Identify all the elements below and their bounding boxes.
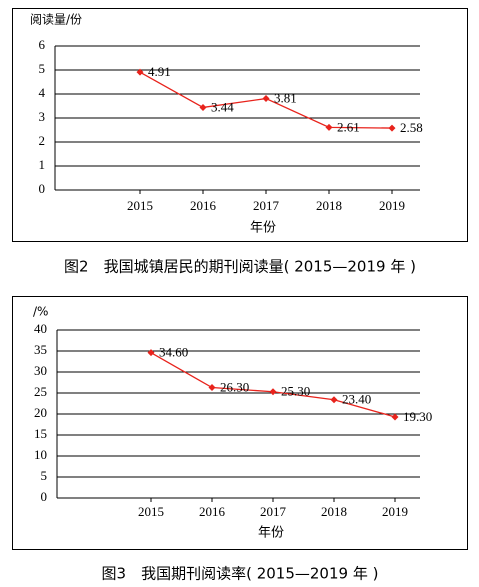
chart-frame <box>12 8 468 242</box>
y-tick-label: 40 <box>34 321 47 336</box>
chart-frame <box>12 296 468 550</box>
marker <box>330 396 338 404</box>
y-axis-label: /% <box>33 305 48 319</box>
marker <box>147 349 155 357</box>
x-tick-label: 2016 <box>199 504 226 519</box>
y-tick-label: 10 <box>34 447 47 462</box>
data-label: 3.81 <box>274 91 297 106</box>
data-label: 34.60 <box>159 345 188 360</box>
y-tick-label: 6 <box>39 37 46 52</box>
y-tick-label: 2 <box>39 133 46 148</box>
x-tick-label: 2015 <box>127 198 153 213</box>
data-label: 25.30 <box>281 384 310 399</box>
caption: 图2 我国城镇居民的期刊阅读量( 2015—2019 年 ) <box>64 258 416 276</box>
x-tick-label: 2018 <box>316 198 342 213</box>
data-label: 2.58 <box>400 120 423 135</box>
caption: 图3 我国期刊阅读率( 2015—2019 年 ) <box>102 565 379 583</box>
y-tick-label: 1 <box>39 157 46 172</box>
x-tick-label: 2016 <box>190 198 217 213</box>
y-tick-label: 4 <box>39 85 46 100</box>
y-tick-label: 15 <box>34 426 47 441</box>
y-tick-label: 0 <box>39 181 46 196</box>
y-tick-label: 0 <box>41 489 48 504</box>
marker <box>388 124 396 132</box>
data-label: 26.30 <box>220 380 249 395</box>
marker <box>325 123 333 131</box>
line <box>150 352 396 418</box>
x-tick-label: 2019 <box>379 198 405 213</box>
marker <box>136 68 144 76</box>
data-label: 19.30 <box>403 409 432 424</box>
y-tick-label: 30 <box>34 363 47 378</box>
x-tick-label: 2017 <box>253 198 280 213</box>
marker <box>262 95 270 103</box>
x-tick-label: 2017 <box>260 504 287 519</box>
marker <box>199 103 207 111</box>
x-tick-label: 2015 <box>138 504 164 519</box>
data-label: 2.61 <box>337 119 360 134</box>
data-label: 4.91 <box>148 64 171 79</box>
x-tick-label: 2018 <box>321 504 347 519</box>
data-label: 23.40 <box>342 392 371 407</box>
marker <box>208 384 216 392</box>
y-tick-label: 5 <box>39 61 46 76</box>
x-axis-label: 年份 <box>250 221 276 236</box>
marker <box>391 413 399 421</box>
marker <box>269 388 277 396</box>
y-tick-label: 5 <box>41 468 48 483</box>
y-tick-label: 20 <box>34 405 47 420</box>
data-label: 3.44 <box>211 99 234 114</box>
x-axis-label: 年份 <box>258 526 284 541</box>
x-tick-label: 2019 <box>382 504 408 519</box>
y-tick-label: 35 <box>34 342 47 357</box>
y-tick-label: 3 <box>39 109 46 124</box>
y-tick-label: 25 <box>34 384 47 399</box>
y-axis-label: 阅读量/份 <box>30 13 82 27</box>
